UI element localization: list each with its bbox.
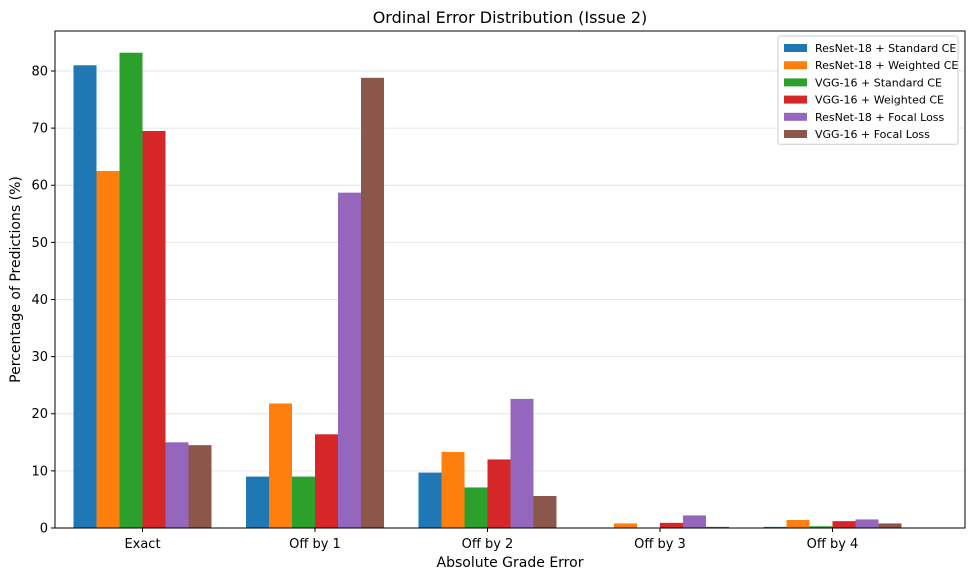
y-axis: 0 10 20 30 40 50 60 70 80 — [31, 64, 55, 537]
bar — [292, 476, 315, 528]
bar — [706, 526, 729, 528]
legend-label: ResNet-18 + Standard CE — [815, 42, 956, 55]
plot-frame — [54, 30, 966, 529]
legend: ResNet-18 + Standard CE ResNet-18 + Weigh… — [777, 35, 959, 145]
y-tick-label: 80 — [31, 64, 48, 79]
x-axis-label: Absolute Grade Error — [437, 555, 584, 571]
bar — [487, 459, 511, 528]
legend-label: VGG-16 + Weighted CE — [815, 94, 944, 107]
bar — [441, 452, 465, 528]
legend-swatch — [784, 44, 807, 52]
legend-swatch — [784, 130, 807, 138]
bar — [763, 526, 787, 528]
legend-label: ResNet-18 + Focal Loss — [815, 111, 945, 124]
bar — [119, 52, 143, 529]
x-tick-label: Off by 4 — [807, 537, 859, 552]
x-tick-label: Exact — [124, 537, 160, 552]
legend-swatch — [784, 78, 807, 87]
legend-swatch — [784, 61, 807, 70]
legend-swatch — [784, 112, 807, 121]
bar — [338, 192, 361, 528]
bar — [246, 476, 269, 528]
bar — [361, 77, 384, 528]
bar — [878, 523, 902, 528]
legend-swatch — [784, 95, 807, 104]
bar — [614, 523, 637, 528]
x-axis: Exact Off by 1 Off by 2 Off by 3 Off by 4 — [124, 528, 858, 552]
bar — [188, 445, 212, 528]
y-tick-label: 10 — [31, 464, 48, 479]
x-tick-label: Off by 3 — [634, 537, 686, 552]
x-tick-label: Off by 2 — [462, 537, 514, 552]
bar — [142, 130, 166, 529]
bar — [315, 434, 338, 528]
bar — [96, 170, 120, 528]
y-tick-label: 70 — [31, 122, 48, 137]
bars — [73, 52, 902, 529]
legend-box — [777, 35, 959, 145]
gridlines — [55, 70, 965, 472]
bar — [510, 398, 534, 528]
y-tick-label: 40 — [31, 293, 48, 308]
legend-label: VGG-16 + Focal Loss — [815, 128, 930, 141]
bar — [269, 403, 292, 528]
bar — [809, 526, 833, 528]
bar — [855, 519, 879, 528]
chart-title: Ordinal Error Distribution (Issue 2) — [373, 8, 648, 27]
bar — [832, 521, 856, 528]
bar — [73, 65, 97, 528]
bar — [683, 515, 706, 528]
y-tick-label: 60 — [31, 179, 48, 194]
bar — [660, 522, 683, 528]
bar — [464, 487, 488, 528]
y-tick-label: 0 — [40, 522, 48, 537]
bar — [786, 520, 810, 528]
x-tick-label: Off by 1 — [289, 537, 341, 552]
legend-label: VGG-16 + Standard CE — [815, 76, 942, 89]
legend-label: ResNet-18 + Weighted CE — [815, 59, 958, 72]
y-tick-label: 50 — [31, 236, 48, 251]
y-axis-label: Percentage of Predictions (%) — [8, 176, 24, 383]
y-tick-label: 30 — [31, 350, 48, 365]
y-tick-label: 20 — [31, 407, 48, 422]
bar — [165, 442, 189, 528]
bar — [533, 496, 557, 528]
bar — [418, 472, 442, 528]
